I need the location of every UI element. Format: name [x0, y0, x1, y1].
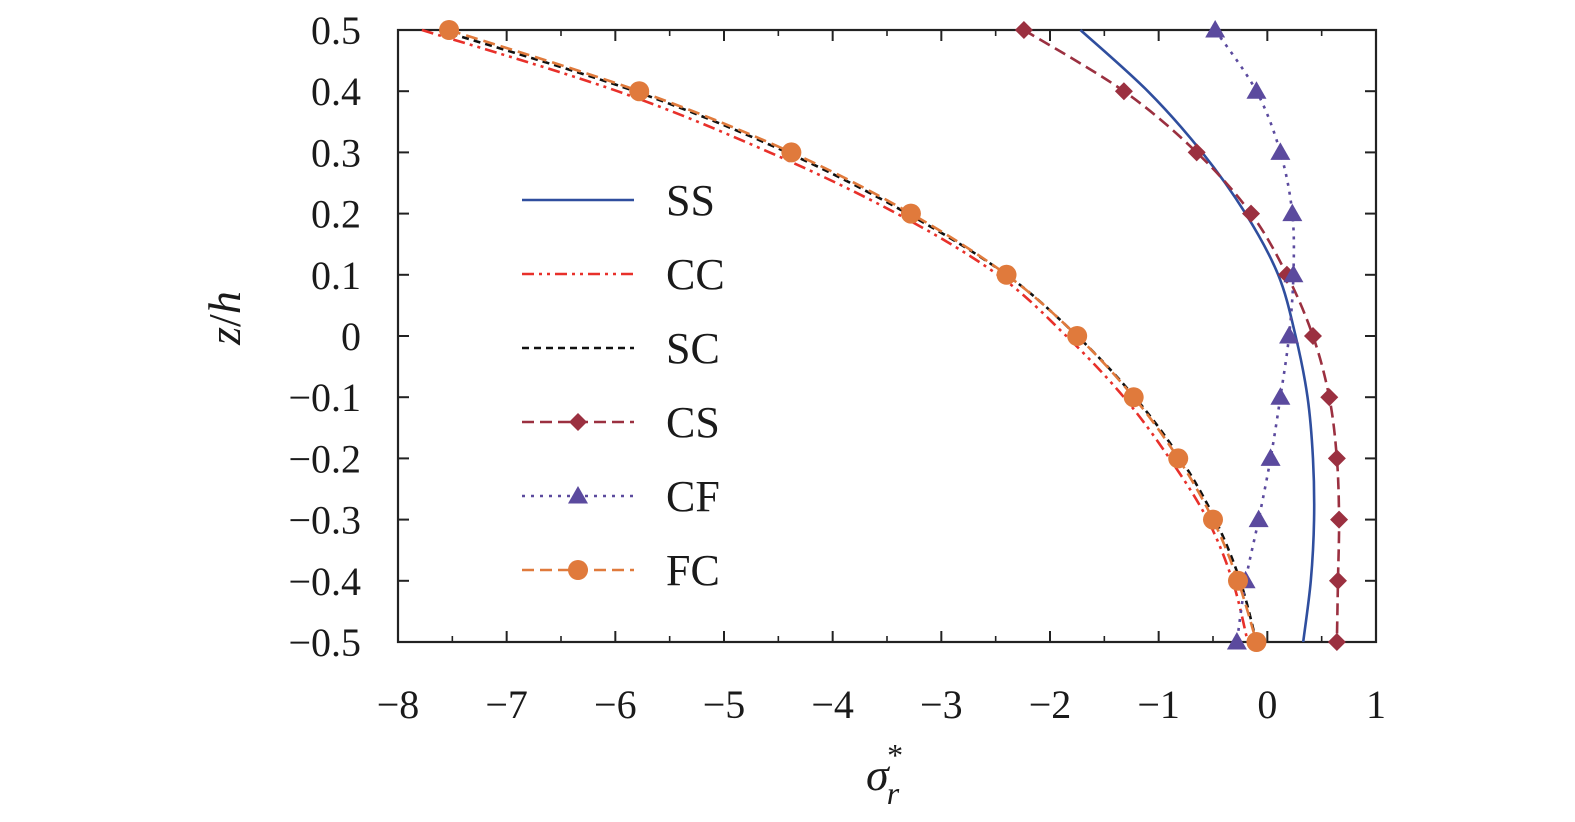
data-point-cs	[1328, 571, 1347, 590]
legend-marker-cs	[569, 413, 587, 431]
legend-marker-cf	[568, 486, 588, 504]
x-tick-label: −4	[811, 682, 854, 727]
x-tick-label: −2	[1029, 682, 1072, 727]
y-tick-label: −0.1	[288, 375, 361, 420]
legend-label-fc: FC	[666, 546, 720, 595]
y-tick-label: −0.5	[288, 620, 361, 665]
data-point-fc	[1203, 509, 1223, 530]
y-tick-label: 0.4	[311, 69, 361, 114]
series-ss	[1079, 29, 1316, 643]
data-point-cs	[1242, 204, 1261, 223]
series-line-cf	[1214, 29, 1296, 643]
y-tick-label: −0.2	[288, 436, 361, 481]
series-line-fc	[448, 28, 1258, 643]
series-cf	[1205, 20, 1304, 650]
data-point-fc	[1123, 387, 1144, 408]
data-point-fc	[1067, 326, 1088, 346]
data-point-fc	[629, 81, 650, 102]
y-tick-label: 0.2	[311, 192, 361, 237]
data-point-cf	[1279, 326, 1300, 344]
data-point-cf	[1205, 20, 1226, 38]
y-tick-label: 0	[341, 314, 361, 359]
data-point-cs	[1114, 82, 1133, 101]
data-point-cs	[1187, 143, 1206, 162]
x-tick-label: −6	[594, 682, 637, 727]
legend-label-cf: CF	[666, 472, 720, 521]
data-point-fc	[1168, 448, 1189, 469]
data-point-fc	[900, 203, 921, 224]
series-line-cc	[421, 28, 1250, 643]
data-point-cs	[1327, 449, 1346, 468]
legend-label-sc: SC	[666, 324, 720, 373]
x-tick-labels: −8 −7 −6 −5 −4 −3 −2 −1 0 1	[377, 682, 1386, 727]
y-axis-title: z/h	[199, 291, 250, 346]
legend-label-cc: CC	[666, 250, 725, 299]
series-line-ss	[1079, 29, 1316, 643]
data-point-cf	[1226, 632, 1247, 650]
y-tick-label: −0.4	[288, 559, 361, 604]
y-tick-labels: 0.5 0.4 0.3 0.2 0.1 0 −0.1 −0.2 −0.3 −0.4 −0.5	[288, 8, 361, 665]
x-tick-label: −3	[920, 682, 963, 727]
x-tick-label: −5	[703, 682, 746, 727]
y-tick-label: 0.1	[311, 253, 361, 298]
data-point-cf	[1248, 509, 1269, 528]
x-tick-label: 0	[1257, 682, 1277, 727]
data-point-cs	[1320, 388, 1339, 407]
data-point-fc	[1227, 570, 1248, 591]
data-point-cf	[1270, 142, 1291, 160]
x-tick-label: −1	[1137, 682, 1180, 727]
data-point-fc	[996, 264, 1017, 285]
data-point-fc	[439, 20, 460, 40]
series-fc	[439, 20, 1267, 652]
series-line-sc	[438, 28, 1258, 643]
data-point-cf	[1260, 448, 1281, 466]
series-sc	[438, 28, 1258, 643]
series-layer	[421, 20, 1349, 652]
data-point-fc	[1246, 632, 1267, 652]
legend-marker-fc	[568, 560, 588, 580]
data-point-cs	[1303, 327, 1322, 345]
x-tick-label: 1	[1366, 682, 1386, 727]
y-tick-label: 0.3	[311, 130, 361, 175]
series-line-cs	[1023, 28, 1341, 643]
y-tick-label: 0.5	[311, 8, 361, 53]
legend-label-cs: CS	[666, 398, 720, 447]
data-point-cs	[1327, 633, 1346, 651]
x-axis-title: σr*	[866, 737, 903, 811]
series-cs	[1014, 21, 1349, 651]
x-axis-title-sub: r	[887, 775, 900, 811]
data-point-cf	[1283, 264, 1304, 283]
data-point-fc	[781, 142, 802, 163]
y-tick-label: −0.3	[288, 498, 361, 543]
data-point-cf	[1270, 387, 1291, 405]
series-cc	[421, 28, 1250, 643]
legend-label-ss: SS	[666, 176, 715, 225]
x-axis-title-sup: *	[887, 737, 903, 773]
data-point-cf	[1246, 81, 1267, 99]
x-tick-label: −7	[485, 682, 528, 727]
legend: SS CC SC CS CF FC	[522, 176, 725, 595]
x-tick-label: −8	[377, 682, 420, 727]
data-point-cs	[1330, 510, 1349, 529]
data-point-cs	[1014, 21, 1033, 39]
data-point-cf	[1282, 203, 1303, 222]
